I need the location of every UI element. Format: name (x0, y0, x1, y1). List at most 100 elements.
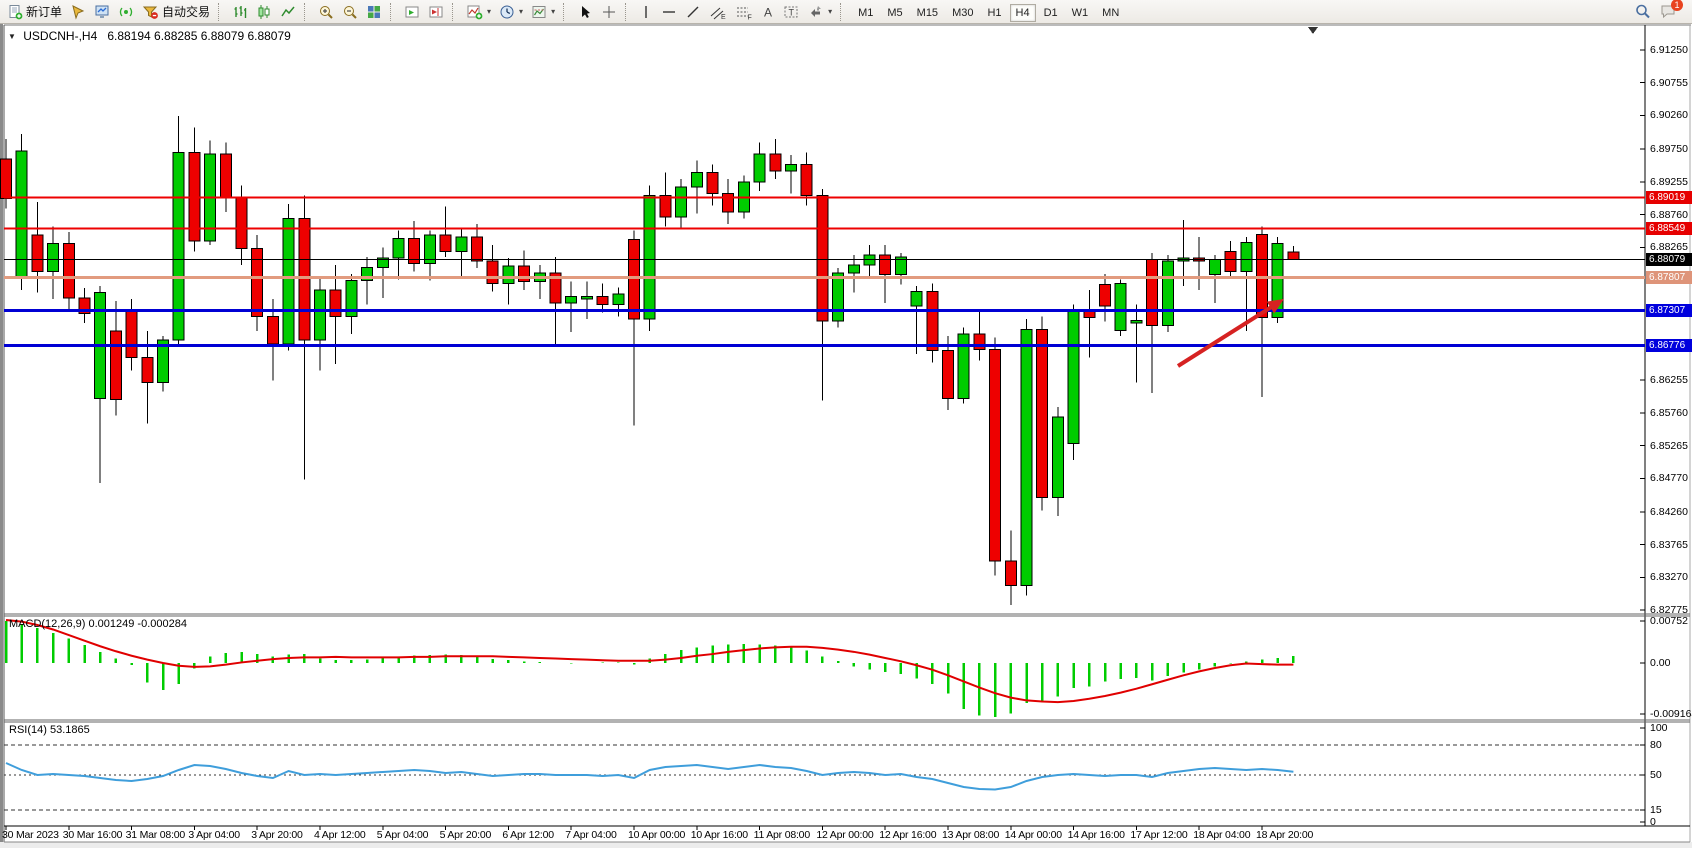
price-axis-tick: 6.84770 (1650, 472, 1688, 485)
price-axis-tick: 6.83270 (1650, 571, 1688, 584)
auto-trading-button[interactable]: 自动交易 (139, 1, 213, 23)
time-axis-label: 18 Apr 04:00 (1193, 829, 1251, 841)
indicators-button[interactable]: ▾ (463, 1, 494, 23)
ohlc-bars-icon (232, 4, 248, 20)
rsi-axis-tick: 0 (1650, 816, 1656, 828)
timeframe-D1[interactable]: D1 (1043, 6, 1058, 19)
crosshair-tool-button[interactable] (598, 1, 620, 23)
text-tool-button[interactable]: A (758, 1, 778, 23)
chat-bubble-icon: 1 (1659, 0, 1683, 20)
svg-text:A: A (764, 5, 772, 19)
time-axis-label: 10 Apr 16:00 (690, 829, 748, 841)
clock-icon (499, 4, 515, 20)
svg-text:T: T (789, 7, 795, 17)
timeframe-H1[interactable]: H1 (987, 6, 1002, 19)
zoom-in-button[interactable] (315, 1, 337, 23)
new-order-label: 新订单 (26, 5, 63, 19)
chevron-down-icon: ▾ (828, 7, 833, 16)
price-axis-tick: 6.85760 (1650, 406, 1688, 419)
time-axis-label: 5 Apr 04:00 (376, 829, 429, 841)
new-order-button[interactable]: 新订单 (4, 1, 65, 23)
fibonacci-tool-button[interactable]: F (732, 1, 756, 23)
macd-axis-tick: 0.00 (1650, 657, 1671, 669)
price-axis-tick: 6.85265 (1650, 439, 1688, 452)
cursor-tool-button[interactable] (574, 1, 596, 23)
rsi-axis-tick: 50 (1650, 769, 1662, 781)
main-toolbar: 新订单 自动交易 (0, 0, 1692, 24)
price-badge: 6.89019 (1646, 190, 1692, 204)
toolbar-separator (563, 2, 569, 21)
time-axis-label: 17 Apr 12:00 (1130, 829, 1188, 841)
monitor-icon (94, 4, 110, 20)
cursor-arrow-icon (577, 4, 593, 20)
chevron-down-icon: ▾ (487, 7, 492, 16)
price-axis-tick: 6.90260 (1650, 109, 1688, 122)
search-button[interactable] (1631, 1, 1654, 23)
text-label-tool-button[interactable]: T (780, 1, 803, 23)
vertical-line-icon (639, 4, 653, 20)
trendline-tool-button[interactable] (682, 1, 704, 23)
timeframe-MN[interactable]: MN (1102, 6, 1120, 19)
time-axis-label: 30 Mar 2023 (2, 829, 59, 841)
signals-button[interactable] (115, 1, 137, 23)
rsi-axis-tick: 15 (1650, 804, 1662, 816)
zoom-out-button[interactable] (339, 1, 361, 23)
chart-shift-button[interactable] (425, 1, 447, 23)
svg-text:E: E (721, 14, 726, 20)
line-chart-mode-button[interactable] (277, 1, 299, 23)
text-icon: A (761, 4, 775, 20)
search-icon (1634, 3, 1651, 20)
timeframe-M30[interactable]: M30 (952, 6, 974, 19)
auto-scroll-button[interactable] (401, 1, 423, 23)
time-axis-label: 14 Apr 00:00 (1004, 829, 1062, 841)
notification-count-badge: 1 (1671, 0, 1683, 11)
timeframe-H4[interactable]: H4 (1009, 3, 1036, 22)
periods-button[interactable]: ▾ (496, 1, 526, 23)
time-axis-label: 5 Apr 20:00 (439, 829, 492, 841)
candlestick-icon (256, 4, 272, 20)
toolbar-separator (218, 2, 224, 21)
candlestick-mode-button[interactable] (253, 1, 275, 23)
timeframe-M15[interactable]: M15 (916, 6, 939, 19)
macd-values: 0.001249 -0.000284 (88, 618, 187, 630)
text-label-icon: T (783, 4, 800, 20)
macd-axis-tick: -0.009164 (1650, 708, 1692, 721)
timeframe-M5[interactable]: M5 (887, 6, 903, 19)
templates-button[interactable]: ▾ (528, 1, 558, 23)
collapse-triangle-icon: ▼ (8, 32, 16, 41)
timeframe-group: M1 M5 M15 M30 H1 H4 D1 W1 MN (851, 3, 1126, 22)
chart-window[interactable] (0, 24, 1692, 842)
crosshair-icon (601, 4, 617, 20)
time-axis-label: 14 Apr 16:00 (1067, 829, 1125, 841)
navigator-button[interactable] (67, 1, 89, 23)
chevron-down-icon: ▾ (519, 7, 524, 16)
price-axis-tick: 6.91250 (1650, 44, 1688, 57)
channel-tool-button[interactable]: E (706, 1, 730, 23)
notifications-button[interactable]: 1 (1656, 0, 1683, 23)
vertical-line-tool-button[interactable] (636, 1, 656, 23)
rsi-axis-tick: 80 (1650, 739, 1662, 751)
time-axis-label: 6 Apr 12:00 (502, 829, 554, 841)
timeframe-M1[interactable]: M1 (858, 6, 874, 19)
arrows-tool-button[interactable]: ▾ (805, 1, 835, 23)
timeframe-W1[interactable]: W1 (1071, 6, 1089, 19)
fibonacci-icon: F (735, 4, 753, 20)
price-axis-tick: 6.89750 (1650, 143, 1688, 156)
toolbar-separator (390, 2, 396, 21)
arrow-objects-icon (808, 4, 824, 20)
yellow-pointer-icon (70, 4, 86, 20)
bar-chart-mode-button[interactable] (229, 1, 251, 23)
macd-indicator-label: MACD(12,26,9) 0.001249 -0.000284 (9, 618, 187, 630)
price-axis-tick: 6.83765 (1650, 538, 1688, 551)
horizontal-line-tool-button[interactable] (658, 1, 680, 23)
rsi-value: 53.1865 (49, 724, 90, 736)
price-axis-tick: 6.82775 (1650, 604, 1688, 617)
tile-windows-button[interactable] (363, 1, 385, 23)
horizontal-line-icon (661, 4, 677, 20)
indicators-icon (466, 4, 483, 20)
market-watch-button[interactable] (91, 1, 113, 23)
time-axis-label: 18 Apr 20:00 (1256, 829, 1314, 841)
chevron-down-icon: ▾ (551, 7, 556, 16)
time-axis-label: 12 Apr 16:00 (879, 829, 937, 841)
chart-title: ▼ USDCNH-,H4 6.88194 6.88285 6.88079 6.8… (8, 29, 291, 43)
